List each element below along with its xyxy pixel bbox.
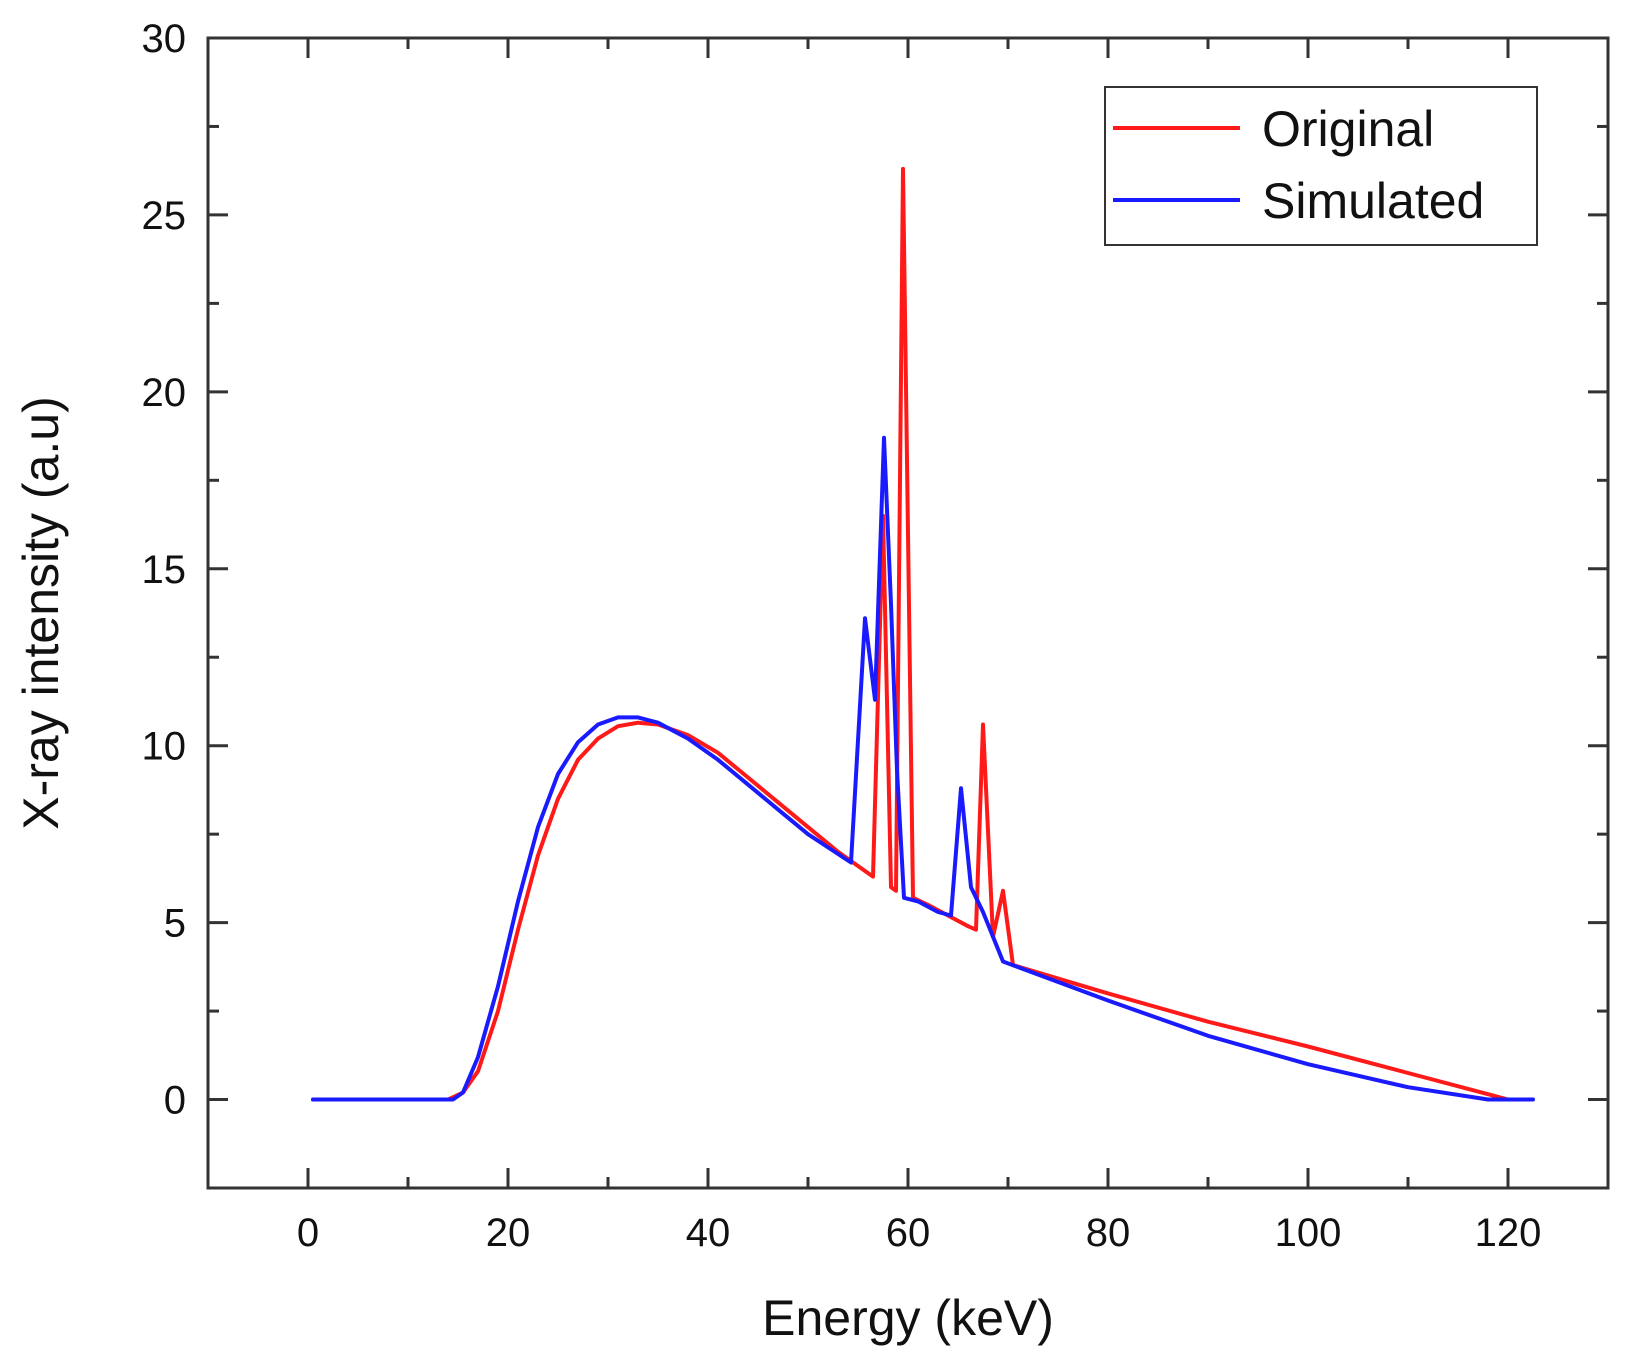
y-tick-label: 25 [142,194,187,238]
y-tick-label: 20 [142,371,187,415]
x-tick-label: 100 [1275,1211,1342,1255]
series-line-simulated [311,435,1535,1102]
legend: Original Simulated [1104,86,1538,246]
y-tick-label: 0 [164,1079,186,1123]
legend-box [1104,86,1538,246]
y-tick-label: 15 [142,548,187,592]
labels-layer: 0 20 40 60 80 100 120 0 5 10 15 20 25 30 [142,17,1542,1255]
x-tick-label: 0 [297,1211,319,1255]
x-tick-label: 120 [1475,1211,1542,1255]
x-tick-label: 40 [686,1211,731,1255]
ticks-layer [206,36,1610,1190]
x-tick-label: 80 [1086,1211,1131,1255]
y-tick-label: 30 [142,17,187,61]
series-layer [311,166,1535,1102]
y-tick-label: 5 [164,902,186,946]
series-line-original [311,166,1510,1102]
y-tick-label: 10 [142,725,187,769]
x-axis-title: Energy (keV) [762,1290,1054,1346]
legend-label-simulated: Simulated [1262,173,1484,229]
y-axis-title: X-ray intensity (a.u) [13,396,69,829]
x-tick-label: 60 [886,1211,931,1255]
legend-label-original: Original [1262,101,1434,157]
x-tick-label: 20 [486,1211,531,1255]
